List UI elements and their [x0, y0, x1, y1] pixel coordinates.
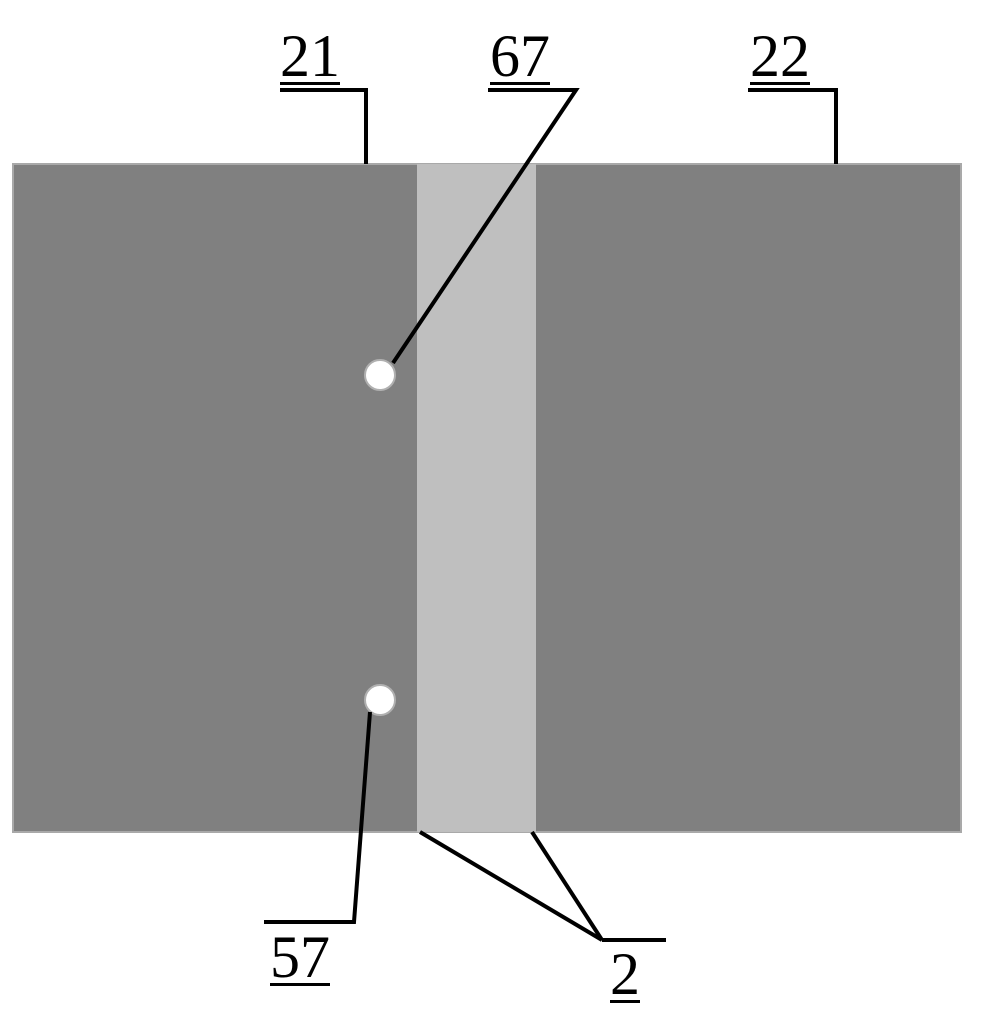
hole-bottom — [365, 685, 395, 715]
leader-2-branch2 — [532, 832, 602, 940]
diagram-svg — [0, 0, 982, 1000]
label-67: 67 — [490, 22, 550, 91]
label-21-text: 21 — [280, 23, 340, 89]
leader-22 — [748, 90, 836, 164]
label-2: 2 — [610, 940, 640, 1009]
label-67-text: 67 — [490, 23, 550, 89]
label-21: 21 — [280, 22, 340, 91]
technical-diagram: 21 67 22 57 2 — [0, 0, 982, 1000]
leader-2-branch1 — [420, 832, 602, 940]
hole-top — [365, 360, 395, 390]
center-strip — [417, 164, 536, 832]
label-22-text: 22 — [750, 23, 810, 89]
leader-21 — [280, 90, 366, 164]
label-57-text: 57 — [270, 924, 330, 990]
label-57: 57 — [270, 923, 330, 992]
label-2-text: 2 — [610, 941, 640, 1007]
label-22: 22 — [750, 22, 810, 91]
